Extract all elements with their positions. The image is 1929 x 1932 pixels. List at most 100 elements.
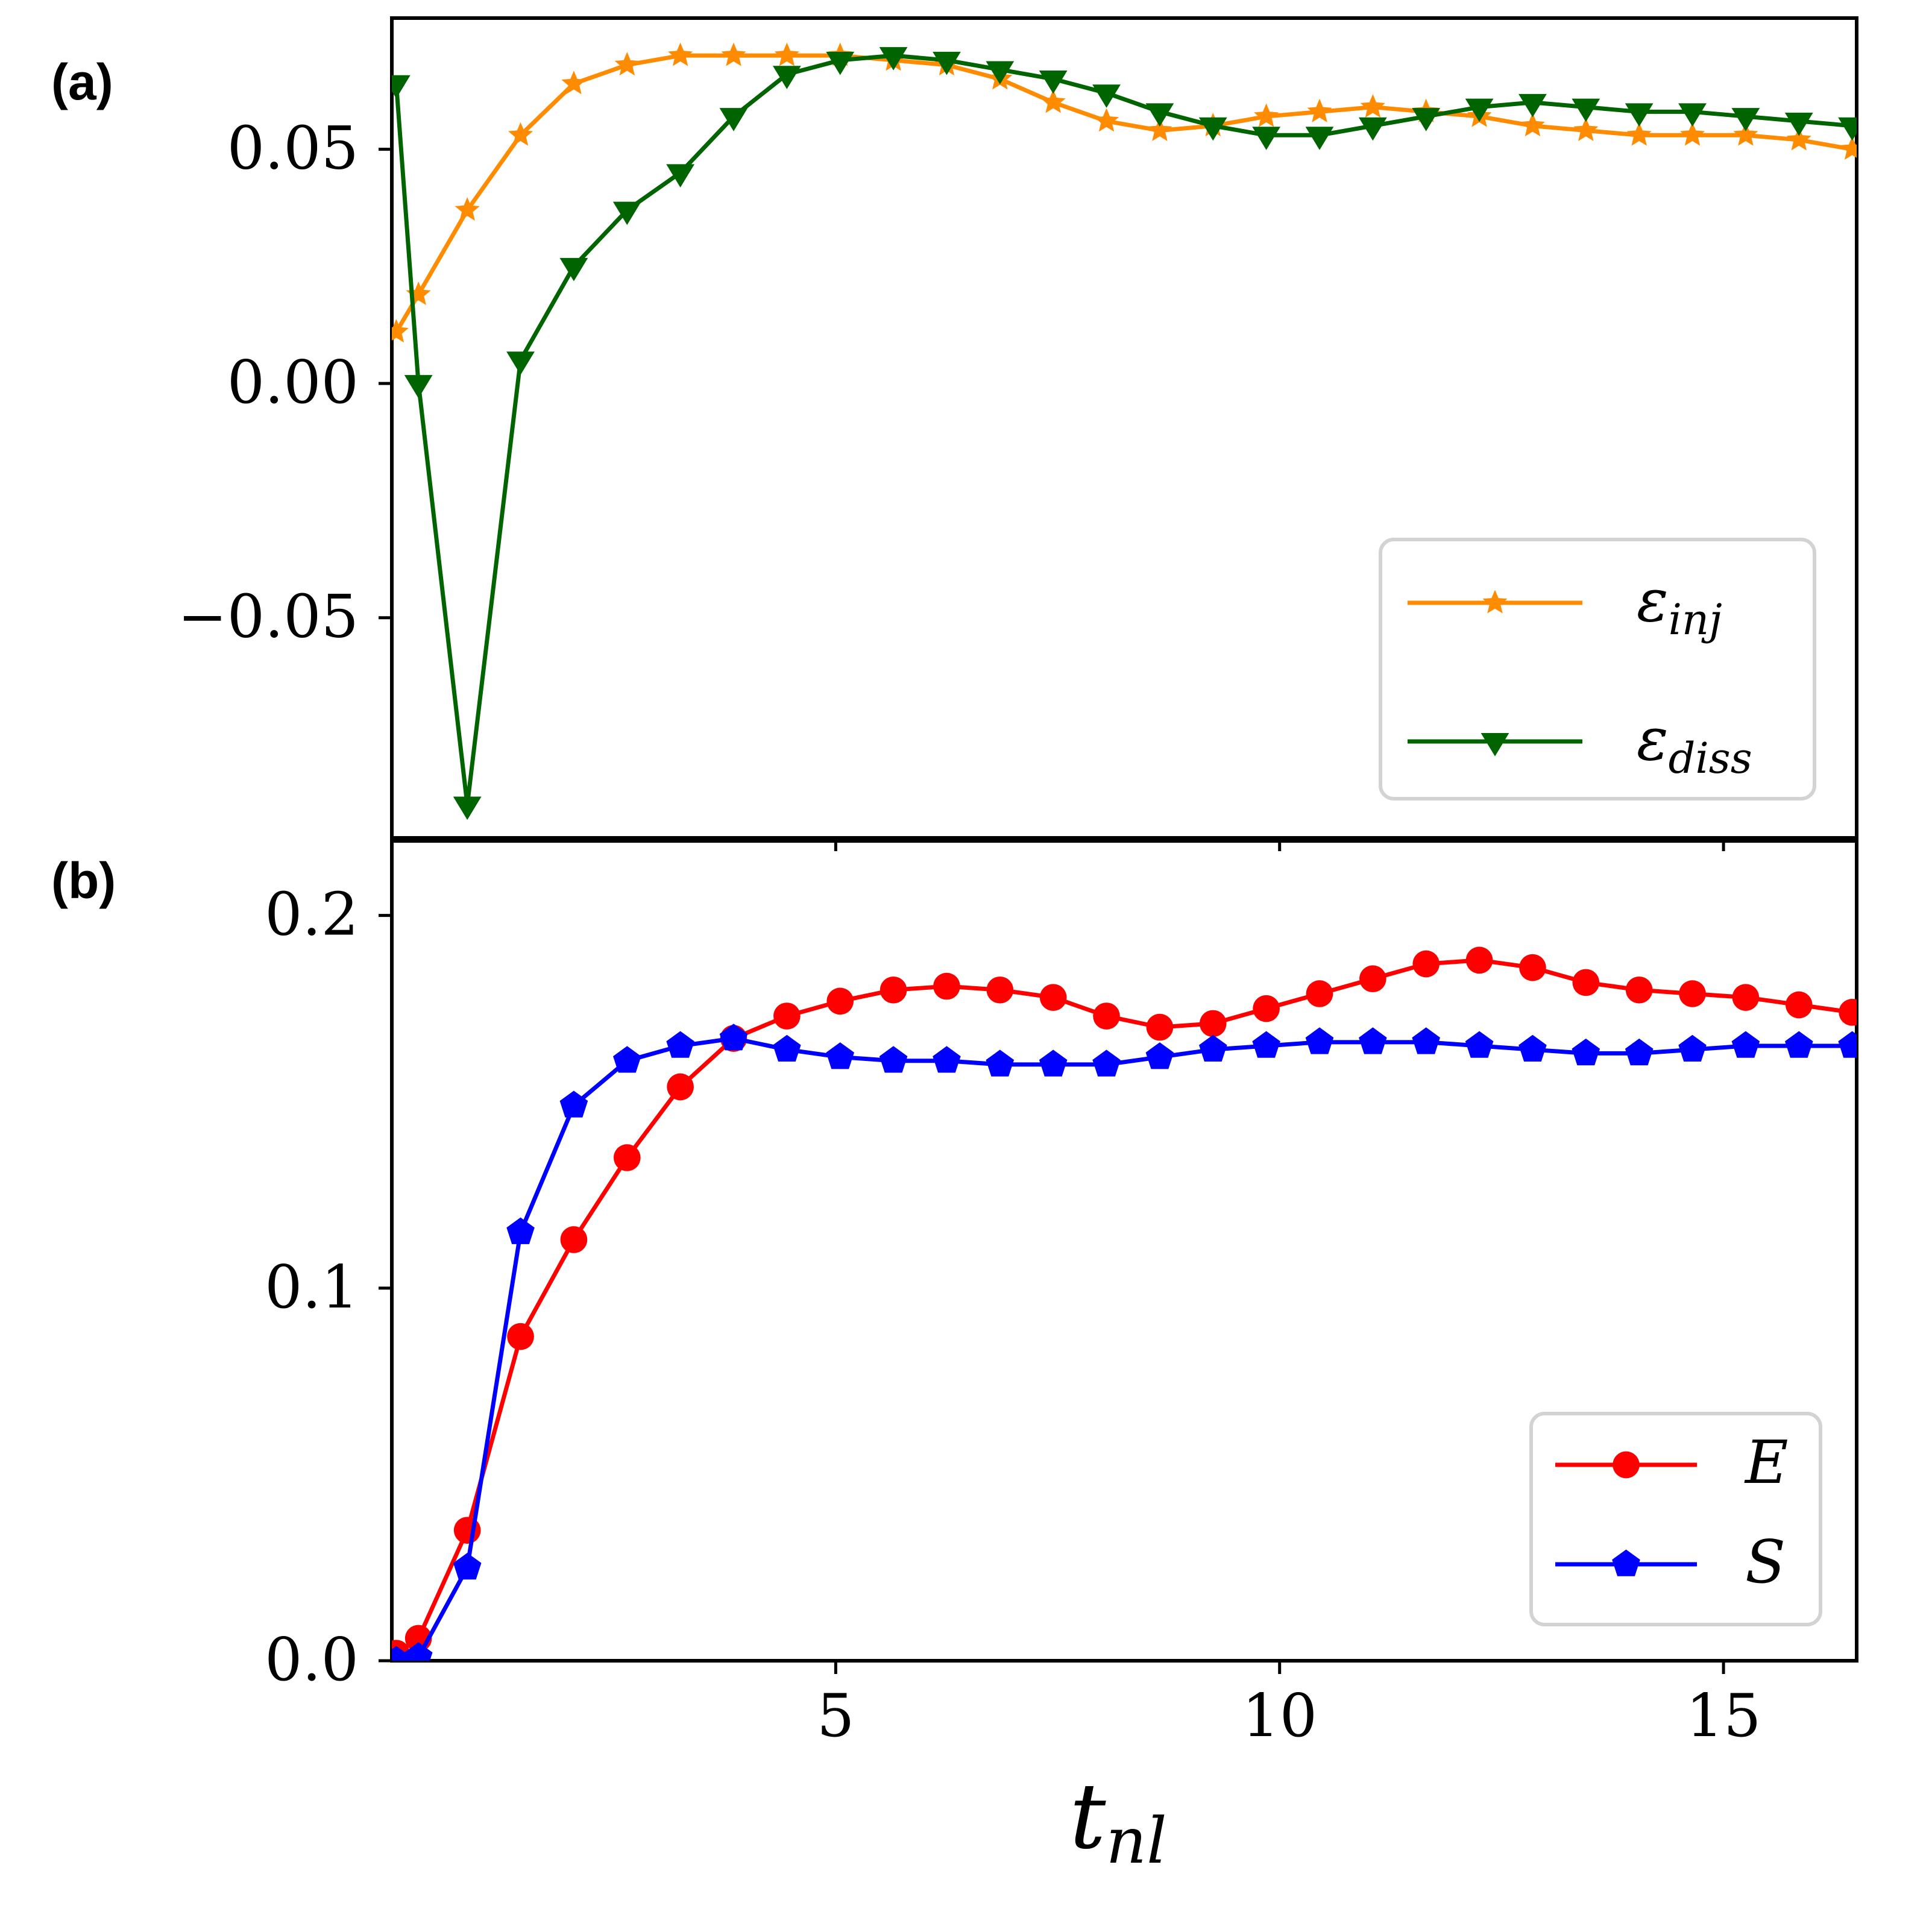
data-point (1252, 1031, 1280, 1058)
data-point (1040, 89, 1066, 113)
data-point (392, 319, 409, 343)
data-point (1359, 965, 1386, 993)
data-point (1305, 127, 1334, 150)
data-point (1839, 999, 1857, 1026)
data-point (1572, 98, 1600, 122)
data-point (1573, 117, 1599, 141)
legend-symbol: ε (1637, 567, 1669, 635)
data-point (1465, 946, 1493, 974)
data-point (508, 122, 533, 146)
data-point (1093, 1002, 1120, 1030)
data-point (1039, 984, 1067, 1011)
data-point (986, 1049, 1015, 1077)
y-tick-label: 0.0 (265, 1626, 359, 1694)
data-point (507, 1323, 534, 1350)
x-tick-label: 15 (1686, 1682, 1761, 1751)
data-point (1784, 112, 1813, 136)
x-tick-label: 5 (817, 1682, 854, 1751)
data-point (933, 51, 961, 75)
panel-b-series (392, 946, 1857, 1661)
data-point (1145, 103, 1174, 127)
plot-area (392, 946, 1857, 1661)
panel-b-legend: ES (1529, 1412, 1822, 1626)
data-point (1519, 954, 1546, 981)
legend-marker (1481, 732, 1509, 757)
data-point (613, 1046, 641, 1073)
x-axis-label-subscript: nl (1106, 1804, 1167, 1878)
data-point (773, 1034, 801, 1062)
data-point (404, 1642, 433, 1661)
data-point (1039, 1049, 1068, 1077)
data-point (826, 51, 855, 75)
x-axis-label: tnl (1069, 1764, 1167, 1878)
legend-entry: εdiss (1637, 705, 1752, 783)
data-point (1679, 980, 1706, 1007)
data-point (1039, 70, 1068, 94)
data-point (1518, 93, 1547, 118)
data-point (1199, 1034, 1227, 1062)
data-point (1092, 1049, 1121, 1077)
data-point (1838, 1031, 1857, 1058)
data-point (667, 1073, 694, 1101)
data-point (453, 1553, 482, 1580)
data-point (668, 42, 693, 66)
data-point (1518, 1034, 1547, 1062)
y-tick-label: 0.00 (227, 348, 359, 417)
data-point (506, 351, 535, 375)
legend-symbol: ε (1637, 705, 1669, 774)
data-point (986, 61, 1015, 85)
data-point (1732, 984, 1760, 1011)
data-point (1307, 98, 1332, 122)
panel-a-label: (a) (51, 54, 113, 110)
data-point (1572, 1038, 1600, 1066)
data-point (1412, 950, 1440, 978)
data-point (1572, 969, 1600, 996)
data-point (1785, 1031, 1813, 1058)
data-point (613, 1144, 641, 1171)
data-point (560, 1226, 588, 1253)
legend-marker (1613, 1451, 1640, 1479)
data-point (1412, 1027, 1440, 1054)
data-point (1094, 108, 1119, 132)
panel-b-label: (b) (51, 852, 116, 909)
data-point (772, 66, 801, 89)
panel-b: (b) 0.2 0.1 0.0 5 10 15 ES (51, 839, 1858, 1751)
legend-entry: S (1745, 1528, 1786, 1597)
axes-frame (390, 839, 1858, 1663)
legend-symbol: S (1745, 1528, 1786, 1597)
data-point (506, 1217, 535, 1244)
legend-marker (1612, 1549, 1640, 1576)
data-point (1254, 103, 1279, 127)
series-line-inj (394, 53, 1853, 333)
data-point (1360, 94, 1385, 118)
data-point (773, 1002, 801, 1030)
data-point (1465, 1031, 1494, 1058)
legend-entry: E (1744, 1429, 1789, 1497)
x-tick-label: 10 (1242, 1682, 1317, 1751)
data-point (392, 75, 411, 99)
data-point (879, 47, 908, 71)
data-point (1625, 976, 1653, 1004)
data-point (1625, 103, 1654, 127)
data-point (1625, 1038, 1654, 1066)
data-point (719, 108, 748, 131)
panel-a-series (392, 42, 1857, 820)
y-tick-label: −0.05 (178, 583, 359, 652)
data-point (774, 42, 799, 66)
x-axis-label-main: t (1069, 1764, 1106, 1869)
data-point (1198, 117, 1227, 141)
y-tick-label: 0.05 (227, 115, 359, 183)
data-point (1253, 995, 1280, 1022)
data-point (879, 1046, 908, 1073)
data-point (1731, 108, 1760, 131)
data-point (1678, 103, 1707, 127)
data-point (455, 197, 480, 221)
data-point (1838, 117, 1857, 141)
data-point (1840, 136, 1857, 160)
data-point (1359, 1027, 1387, 1054)
data-point (614, 52, 640, 76)
